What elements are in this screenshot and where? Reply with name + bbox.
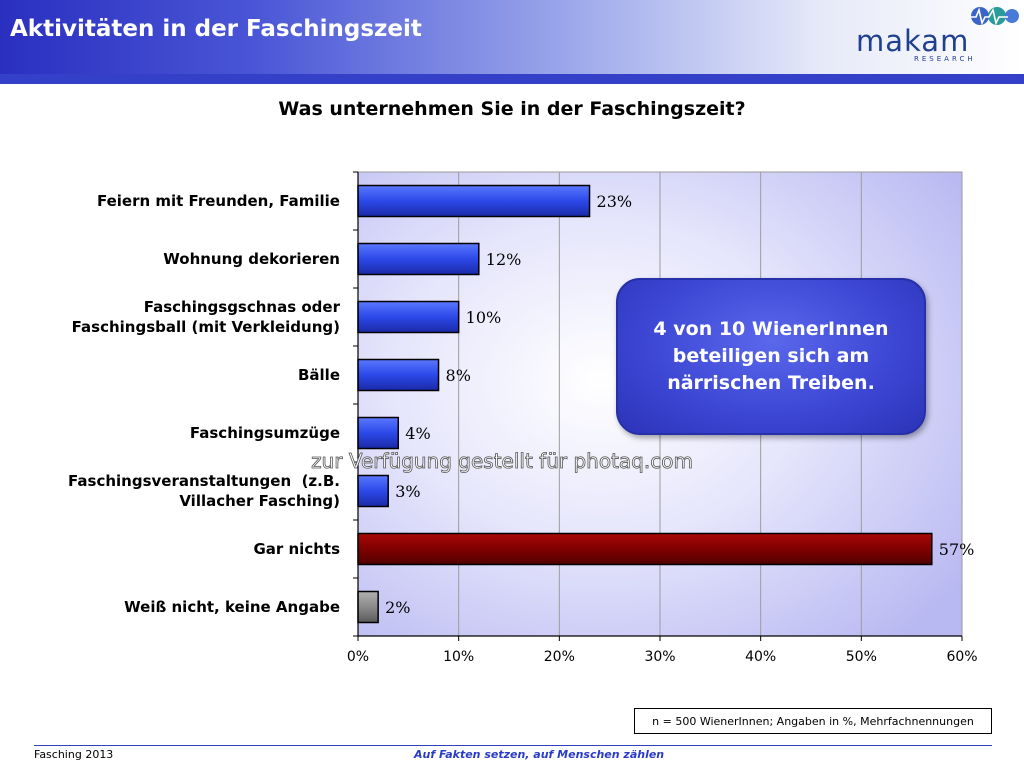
category-label-line: Faschingsgschnas oder — [143, 298, 340, 316]
category-label: Weiß nicht, keine Angabe — [124, 597, 340, 617]
sample-note: n = 500 WienerInnen; Angaben in %, Mehrf… — [634, 708, 992, 734]
bar-value-label: 12% — [486, 250, 522, 269]
bar-value-label: 10% — [466, 308, 502, 327]
bar — [357, 184, 591, 218]
makam-logo: makam RESEARCH — [852, 4, 1020, 66]
callout-box: 4 von 10 WienerInnen beteiligen sich am … — [616, 278, 926, 435]
page-title: Aktivitäten in der Faschingszeit — [10, 16, 422, 42]
category-label-line: Weiß nicht, keine Angabe — [124, 598, 340, 616]
bar — [357, 358, 440, 392]
category-label: Gar nichts — [253, 539, 340, 559]
category-label: Faschingsveranstaltungen (z.B. Villacher … — [68, 471, 340, 511]
category-label-line: Gar nichts — [253, 540, 340, 558]
x-tick-label: 10% — [443, 649, 474, 665]
category-label-line: Faschingsumzüge — [189, 424, 340, 442]
category-label-line: Bälle — [297, 366, 340, 384]
footer-slogan: Auf Fakten setzen, auf Menschen zählen — [414, 748, 665, 761]
footer-rule — [34, 745, 992, 746]
x-tick-label: 50% — [846, 649, 877, 665]
bar — [357, 532, 933, 566]
chart-question: Was unternehmen Sie in der Faschingszeit… — [278, 98, 746, 120]
category-label: Faschingsgschnas oder Faschingsball (mit … — [72, 297, 340, 337]
category-label: Faschingsumzüge — [190, 423, 340, 443]
logo-mark-icon — [971, 7, 1019, 26]
bar — [357, 590, 379, 624]
category-label-line: Feiern mit Freunden, Familie — [96, 192, 340, 210]
bar-value-label: 23% — [597, 192, 633, 211]
bar-value-label: 3% — [395, 482, 420, 501]
x-tick-label: 60% — [946, 649, 977, 665]
bar-value-label: 8% — [446, 366, 471, 385]
x-tick-label: 40% — [745, 649, 776, 665]
x-tick-label: 0% — [347, 649, 369, 665]
footer-left: Fasching 2013 — [34, 748, 114, 761]
callout-line-3: närrischen Treiben. — [667, 372, 875, 394]
category-label-line: Wohnung dekorieren — [163, 250, 340, 268]
category-label: Feiern mit Freunden, Familie — [97, 191, 340, 211]
header-banner — [0, 0, 1024, 74]
category-label: Bälle — [298, 365, 340, 385]
logo-wordmark: makam — [856, 24, 970, 58]
bar — [357, 416, 400, 450]
header-rule — [0, 74, 1024, 84]
bar — [357, 300, 460, 334]
bar-value-label: 2% — [385, 598, 410, 617]
x-tick-label: 20% — [544, 649, 575, 665]
callout-line-2: beteiligen sich am — [672, 345, 870, 367]
bar-value-label: 4% — [405, 424, 430, 443]
logo-subtitle: RESEARCH — [914, 55, 976, 63]
callout-line-1: 4 von 10 WienerInnen — [653, 318, 889, 340]
bar — [357, 474, 389, 508]
bar — [357, 242, 480, 276]
bar-value-label: 57% — [939, 540, 975, 559]
watermark: zur Verfügung gestellt für photaq.com — [311, 449, 694, 474]
category-label: Wohnung dekorieren — [163, 249, 340, 269]
x-tick-label: 30% — [644, 649, 675, 665]
category-label-line: Villacher Fasching) — [179, 492, 340, 510]
category-label-line: Faschingsball (mit Verkleidung) — [71, 318, 340, 336]
category-label-line: Faschingsveranstaltungen (z.B. — [68, 472, 340, 490]
